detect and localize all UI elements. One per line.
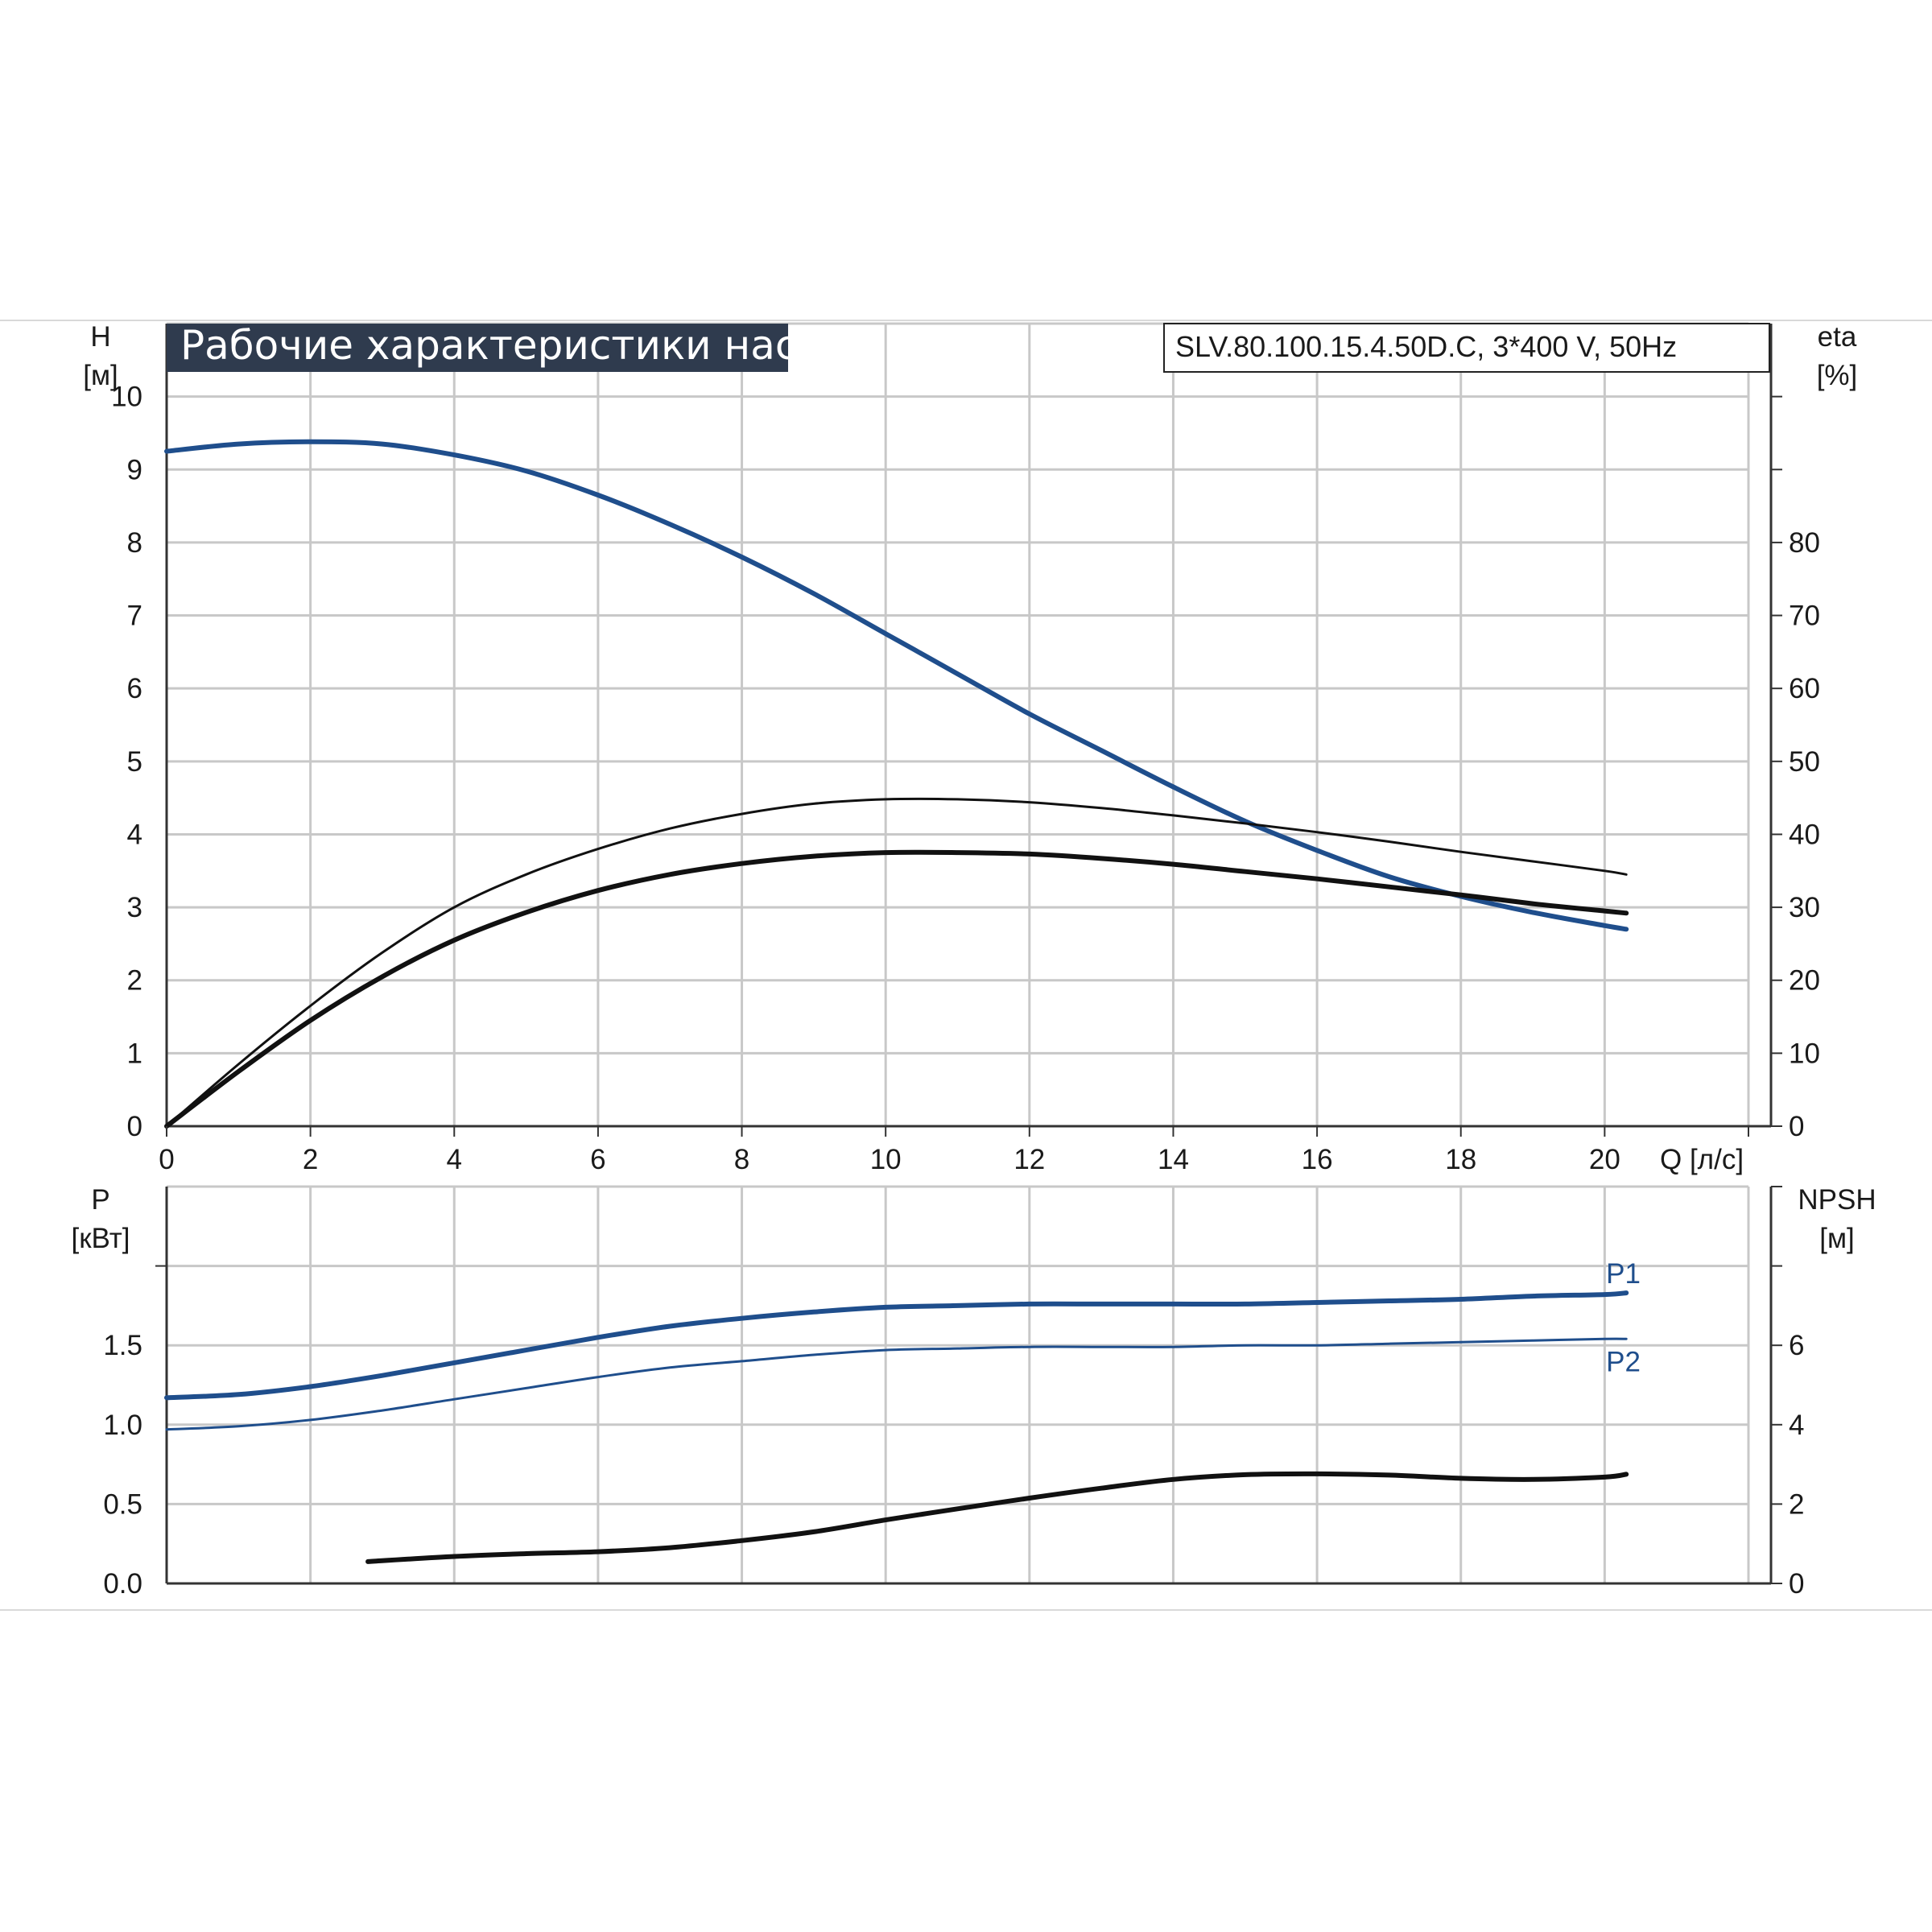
x-tick-label: 8: [734, 1144, 749, 1175]
y-right-tick-label: 0: [1789, 1111, 1804, 1142]
y-left-tick-label: 6: [127, 673, 142, 704]
y-right-axis-unit: [%]: [1817, 360, 1858, 391]
y-right-tick-label: 30: [1789, 892, 1820, 923]
y-left-tick-label: 7: [127, 601, 142, 632]
y-left-axis-name: P: [91, 1184, 109, 1216]
head-efficiency-panel: 01234567891001020304050607080H[м]eta[%]0…: [83, 321, 1857, 1175]
y-left-axis-unit: [кВт]: [72, 1223, 130, 1254]
y-right-tick-label: 2: [1789, 1488, 1804, 1520]
y-right-tick-label: 80: [1789, 527, 1820, 559]
y-left-tick-label: 0.0: [103, 1568, 142, 1600]
x-tick-label: 6: [590, 1144, 605, 1175]
y-left-tick-label: 2: [127, 965, 142, 997]
power-npsh-panel: 0.0 0.5 1.0 1.5 0 2 4 6 P [кВт] NPSH [м] P1 P2: [72, 1184, 1876, 1600]
model-label-box: SLV.80.100.15.4.50D.C, 3*400 V, 50Hz: [1163, 323, 1770, 373]
y-left-tick-label: 1.5: [103, 1330, 142, 1361]
series-line-3: [365, 1471, 1629, 1564]
chart-title: Рабочие характеристики насоса: [180, 322, 869, 369]
y-left-axis-name: H: [90, 321, 110, 353]
series-line-2: [165, 797, 1628, 1128]
title-background: [167, 324, 788, 372]
y-right-tick-label: 20: [1789, 965, 1820, 997]
x-tick-label: 2: [303, 1144, 318, 1175]
pump-model-label: SLV.80.100.15.4.50D.C, 3*400 V, 50Hz: [1175, 330, 1677, 363]
y-right-tick-label: 40: [1789, 819, 1820, 850]
y-left-tick-label: 4: [127, 819, 142, 850]
y-right-tick-label: 0: [1789, 1568, 1804, 1600]
curve-label-p1: P1: [1606, 1258, 1641, 1290]
y-left-axis-unit: [м]: [83, 360, 118, 391]
series-line-1: [164, 1290, 1629, 1401]
curve-label-p2: P2: [1606, 1346, 1641, 1377]
y-left-tick-label: 9: [127, 454, 142, 485]
x-tick-label: 12: [1013, 1144, 1045, 1175]
x-tick-label: 4: [447, 1144, 462, 1175]
y-left-tick-label: 3: [127, 892, 142, 923]
y-right-axis-unit: [м]: [1819, 1223, 1855, 1254]
x-tick-label: 10: [870, 1144, 902, 1175]
y-right-axis-name: eta: [1818, 321, 1857, 353]
y-right-axis-name: NPSH: [1798, 1184, 1876, 1216]
y-right-tick-label: 6: [1789, 1330, 1804, 1361]
model-box-border: [1163, 323, 1770, 373]
y-left-tick-label: 5: [127, 746, 142, 778]
x-tick-label: 16: [1302, 1144, 1333, 1175]
y-right-tick-label: 10: [1789, 1038, 1820, 1069]
x-axis-label: Q [л/с]: [1660, 1144, 1744, 1175]
y-left-tick-label: 0: [127, 1111, 142, 1142]
y-right-tick-label: 4: [1789, 1410, 1804, 1441]
x-tick-label: 0: [159, 1144, 174, 1175]
y-right-tick-label: 50: [1789, 746, 1820, 778]
y-left-tick-label: 10: [111, 382, 142, 413]
y-right-tick-label: 60: [1789, 673, 1820, 704]
y-right-tick-label: 70: [1789, 601, 1820, 632]
y-left-tick-label: 0.5: [103, 1488, 142, 1520]
series-line-1: [164, 439, 1629, 932]
y-left-tick-label: 1: [127, 1038, 142, 1069]
y-left-tick-label: 1.0: [103, 1410, 142, 1441]
x-tick-label: 18: [1445, 1144, 1476, 1175]
y-left-tick-label: 8: [127, 527, 142, 559]
series-line-2: [165, 1337, 1628, 1431]
series-line-3: [164, 849, 1629, 1129]
x-tick-label: 20: [1589, 1144, 1620, 1175]
x-tick-label: 14: [1158, 1144, 1189, 1175]
chart-title-box: Рабочие характеристики насоса: [167, 322, 869, 372]
